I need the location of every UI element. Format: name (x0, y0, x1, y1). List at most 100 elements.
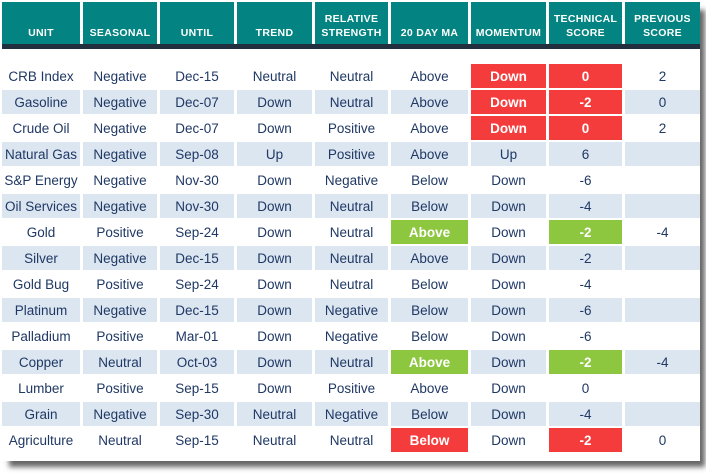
cell-unit: Lumber (2, 376, 80, 400)
table-row: Crude Oil Negative Dec-07 Down Positive Above… (2, 116, 700, 140)
cell-trend: Down (237, 298, 312, 322)
cell-momentum: Down (471, 220, 546, 244)
cell-unit: Gasoline (2, 90, 80, 114)
header-spacer (2, 49, 700, 64)
cell-trend: Down (237, 350, 312, 374)
cell-trend: Neutral (237, 428, 312, 452)
cell-unit: Oil Services (2, 194, 80, 218)
cell-trend: Down (237, 116, 312, 140)
cell-relative_strength: Neutral (315, 272, 388, 296)
cell-unit: Crude Oil (2, 116, 80, 140)
table-row: Gold Bug Positive Sep-24 Down Neutral Below Do… (2, 272, 700, 296)
cell-relative_strength: Neutral (315, 64, 388, 88)
header-relative_strength: RELATIVE STRENGTH (315, 2, 388, 44)
cell-previous_score: 0 (625, 428, 700, 452)
table-row: Copper Neutral Oct-03 Down Neutral Above Down -… (2, 350, 700, 374)
cell-previous_score (625, 168, 700, 192)
cell-seasonal: Negative (83, 64, 157, 88)
cell-relative_strength: Neutral (315, 350, 388, 374)
header-row: UNIT SEASONAL UNTIL TREND RELATIVE STRENGTH 2… (2, 2, 700, 44)
cell-technical_score: -2 (549, 350, 622, 374)
cell-relative_strength: Neutral (315, 194, 388, 218)
cell-unit: CRB Index (2, 64, 80, 88)
cell-momentum: Down (471, 428, 546, 452)
table-row: Grain Negative Sep-30 Neutral Negative Below D… (2, 402, 700, 426)
cell-relative_strength: Neutral (315, 428, 388, 452)
cell-trend: Down (237, 220, 312, 244)
cell-relative_strength: Neutral (315, 220, 388, 244)
cell-technical_score: -2 (549, 246, 622, 270)
cell-trend: Down (237, 90, 312, 114)
cell-trend: Up (237, 142, 312, 166)
cell-trend: Neutral (237, 402, 312, 426)
cell-relative_strength: Neutral (315, 90, 388, 114)
table-row: S&P Energy Negative Nov-30 Down Negative Belo… (2, 168, 700, 192)
cell-momentum: Down (471, 116, 546, 140)
cell-ma20: Below (391, 402, 468, 426)
cell-until: Sep-24 (160, 220, 234, 244)
table-row: Oil Services Negative Nov-30 Down Neutral Bel… (2, 194, 700, 218)
cell-ma20: Above (391, 142, 468, 166)
cell-technical_score: -6 (549, 298, 622, 322)
cell-relative_strength: Positive (315, 376, 388, 400)
cell-until: Oct-03 (160, 350, 234, 374)
cell-technical_score: -2 (549, 428, 622, 452)
table-row: Platinum Negative Dec-15 Down Negative Below D… (2, 298, 700, 322)
cell-seasonal: Negative (83, 298, 157, 322)
cell-technical_score: -2 (549, 90, 622, 114)
cell-ma20: Above (391, 220, 468, 244)
cell-until: Sep-30 (160, 402, 234, 426)
cell-technical_score: -6 (549, 324, 622, 348)
cell-previous_score (625, 324, 700, 348)
cell-technical_score: -6 (549, 168, 622, 192)
cell-relative_strength: Positive (315, 116, 388, 140)
cell-seasonal: Negative (83, 402, 157, 426)
cell-until: Nov-30 (160, 168, 234, 192)
cell-relative_strength: Neutral (315, 246, 388, 270)
cell-unit: S&P Energy (2, 168, 80, 192)
table-row: Gold Positive Sep-24 Down Neutral Above Down -2… (2, 220, 700, 244)
cell-previous_score: -4 (625, 220, 700, 244)
cell-momentum: Down (471, 324, 546, 348)
cell-ma20: Below (391, 324, 468, 348)
cell-ma20: Above (391, 64, 468, 88)
header-technical_score: TECHNICAL SCORE (549, 2, 622, 44)
header-divider (2, 44, 700, 49)
header-previous_score: PREVIOUS SCORE (625, 2, 700, 44)
cell-unit: Gold (2, 220, 80, 244)
cell-until: Dec-15 (160, 298, 234, 322)
cell-technical_score: 0 (549, 116, 622, 140)
cell-ma20: Below (391, 428, 468, 452)
cell-trend: Down (237, 324, 312, 348)
header-seasonal: SEASONAL (83, 2, 157, 44)
header-unit: UNIT (2, 2, 80, 44)
header-trend: TREND (237, 2, 312, 44)
cell-unit: Palladium (2, 324, 80, 348)
cell-momentum: Down (471, 194, 546, 218)
header-ma20: 20 DAY MA (391, 2, 468, 44)
cell-unit: Silver (2, 246, 80, 270)
cell-seasonal: Negative (83, 116, 157, 140)
cell-seasonal: Negative (83, 168, 157, 192)
cell-relative_strength: Negative (315, 324, 388, 348)
cell-momentum: Down (471, 272, 546, 296)
cell-relative_strength: Positive (315, 142, 388, 166)
table-row: Palladium Positive Mar-01 Down Negative Below… (2, 324, 700, 348)
cell-previous_score (625, 246, 700, 270)
cell-relative_strength: Negative (315, 298, 388, 322)
cell-technical_score: -4 (549, 272, 622, 296)
cell-technical_score: 0 (549, 376, 622, 400)
cell-seasonal: Positive (83, 272, 157, 296)
cell-previous_score (625, 272, 700, 296)
cell-unit: Agriculture (2, 428, 80, 452)
cell-ma20: Below (391, 194, 468, 218)
table-row: Gasoline Negative Dec-07 Down Neutral Above Do… (2, 90, 700, 114)
technical-score-table: UNIT SEASONAL UNTIL TREND RELATIVE STRENGTH 2… (2, 2, 700, 452)
cell-trend: Down (237, 272, 312, 296)
cell-unit: Platinum (2, 298, 80, 322)
cell-ma20: Above (391, 376, 468, 400)
cell-trend: Neutral (237, 64, 312, 88)
table-row: Silver Negative Dec-15 Down Neutral Above Down… (2, 246, 700, 270)
cell-until: Nov-30 (160, 194, 234, 218)
